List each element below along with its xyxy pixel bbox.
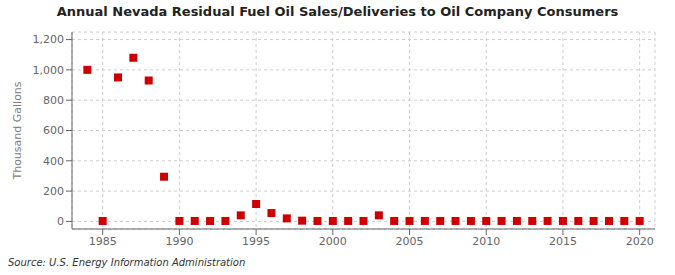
svg-text:400: 400 [43, 155, 64, 168]
svg-text:Thousand Gallons: Thousand Gallons [11, 81, 24, 180]
svg-text:800: 800 [43, 94, 64, 107]
svg-text:200: 200 [43, 185, 64, 198]
html-text:Annual Nevada Residual Fuel Oi: Annual Nevada Residual Fuel Oil Sales/De… [56, 4, 619, 19]
svg-text:2020: 2020 [626, 235, 654, 248]
svg-text:2010: 2010 [472, 235, 500, 248]
svg-text:0: 0 [57, 215, 64, 228]
svg-text:2000: 2000 [319, 235, 347, 248]
svg-text:2015: 2015 [549, 235, 577, 248]
svg-text:1985: 1985 [89, 235, 117, 248]
svg-text:1,200: 1,200 [33, 33, 65, 46]
svg-text:1,000: 1,000 [33, 64, 65, 77]
svg-text:2005: 2005 [396, 235, 424, 248]
svg-text:1990: 1990 [165, 235, 193, 248]
html-text:Source: U.S. Energy Informatio: Source: U.S. Energy Information Administ… [8, 257, 246, 268]
svg-text:600: 600 [43, 124, 64, 137]
svg-text:1995: 1995 [242, 235, 270, 248]
